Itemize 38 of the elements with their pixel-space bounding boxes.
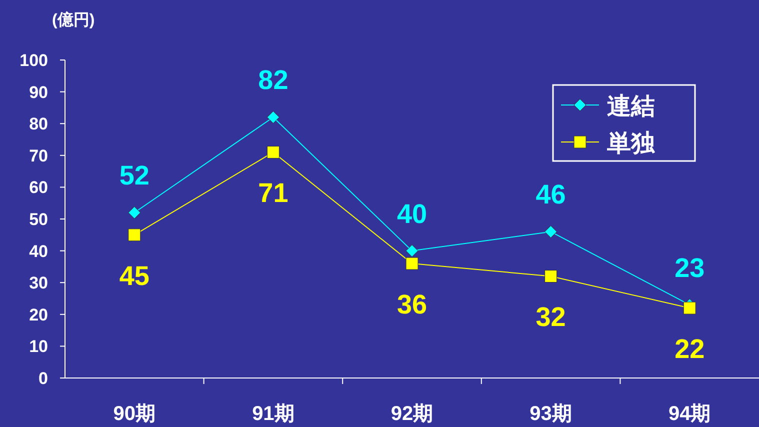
- x-tick-label: 94期: [668, 403, 711, 425]
- y-tick-label: 100: [20, 51, 48, 70]
- data-label: 45: [119, 260, 150, 291]
- legend-label: 単独: [606, 130, 656, 157]
- y-tick-label: 40: [29, 242, 48, 261]
- y-tick-label: 70: [29, 146, 48, 166]
- y-tick-label: 10: [29, 337, 48, 356]
- y-tick-label: 90: [29, 82, 48, 102]
- data-label: 23: [674, 252, 705, 283]
- data-label: 71: [258, 178, 288, 208]
- y-tick-label: 60: [29, 178, 48, 198]
- y-tick-label: 0: [38, 369, 48, 388]
- y-tick-label: 20: [29, 305, 48, 324]
- x-tick-label: 91期: [252, 403, 294, 425]
- x-tick-label: 92期: [390, 403, 434, 425]
- point: [266, 110, 280, 124]
- data-label: 52: [119, 160, 150, 191]
- point: [406, 257, 418, 270]
- data-label: 36: [396, 290, 428, 320]
- point: [128, 228, 141, 242]
- y-axis-title: (億円): [52, 11, 95, 29]
- y-tick-label: 50: [29, 210, 48, 229]
- x-tick-label: 93期: [530, 403, 572, 425]
- data-label: 40: [396, 198, 428, 229]
- point: [683, 302, 696, 314]
- point: [544, 225, 558, 238]
- x-tick-label: 90期: [113, 403, 156, 425]
- y-tick-label: 80: [29, 114, 48, 134]
- point: [266, 146, 280, 158]
- data-label: 22: [674, 334, 705, 364]
- data-label: 46: [536, 180, 566, 210]
- point: [128, 206, 141, 219]
- point: [544, 270, 558, 282]
- data-label: 32: [536, 302, 566, 332]
- point: [406, 244, 418, 258]
- legend-label: 連結: [607, 93, 655, 120]
- y-tick-label: 30: [29, 274, 48, 293]
- data-label: 82: [258, 65, 288, 96]
